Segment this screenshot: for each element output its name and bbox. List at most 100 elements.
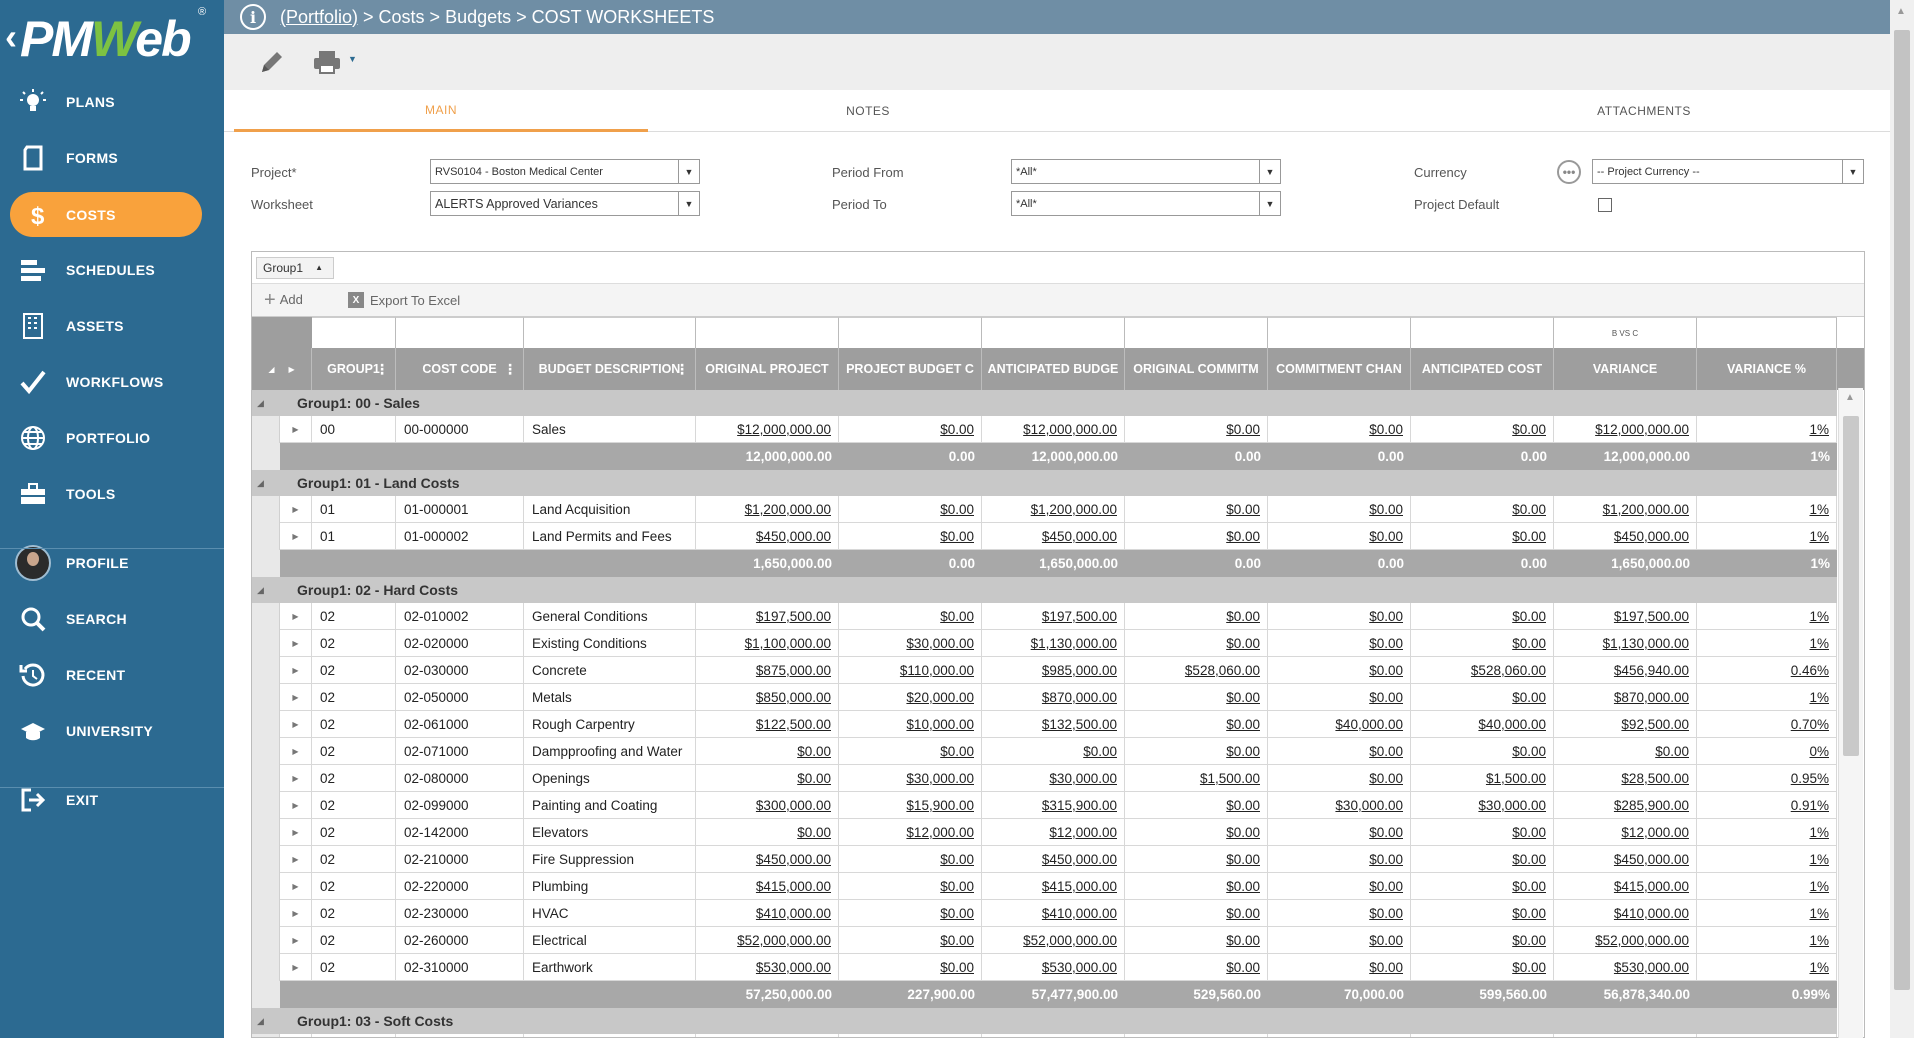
table-cell-link[interactable]: $1,100,000.00 (696, 630, 839, 657)
sidebar-item-costs[interactable]: $ COSTS (10, 192, 202, 237)
table-cell-link[interactable]: $450,000.00 (982, 523, 1125, 550)
row-selector[interactable] (252, 846, 280, 873)
sidebar-item-forms[interactable]: FORMS (0, 136, 224, 180)
table-cell-link[interactable]: $0.00 (696, 819, 839, 846)
table-row[interactable]: ▶ 02 02-050000 Metals $850,000.00 $20,000.00 $… (252, 684, 1837, 711)
table-cell-link[interactable]: $450,000.00 (1554, 846, 1697, 873)
table-cell-link[interactable]: $0.00 (1268, 954, 1411, 981)
table-cell-link[interactable]: 1% (1697, 684, 1837, 711)
table-row[interactable]: ▶0303-003000Design Architect$535,000.00$… (252, 1034, 1837, 1037)
table-cell-link[interactable]: $0.00 (1268, 523, 1411, 550)
table-cell-link[interactable]: $425,000.00 (1125, 1034, 1268, 1037)
table-row[interactable]: ▶ 02 02-230000 HVAC $410,000.00 $0.00 $410,000… (252, 900, 1837, 927)
expand-row-icon[interactable]: ▶ (280, 711, 312, 738)
table-cell-link[interactable]: $0.00 (1411, 819, 1554, 846)
table-cell-link[interactable]: $0.00 (1411, 954, 1554, 981)
row-selector[interactable] (252, 738, 280, 765)
table-cell-link[interactable]: $0.00 (1125, 496, 1268, 523)
scroll-up-icon[interactable]: ▲ (1896, 6, 1906, 17)
expand-row-icon[interactable]: ▶ (280, 846, 312, 873)
collapse-group-icon[interactable]: ◢ (257, 584, 264, 595)
info-icon[interactable]: i (240, 4, 266, 30)
table-cell-link[interactable]: $0.00 (1125, 927, 1268, 954)
sidebar-item-assets[interactable]: ASSETS (0, 304, 224, 348)
expand-row-icon[interactable]: ▶ (280, 900, 312, 927)
table-cell-link[interactable]: $28,500.00 (1554, 765, 1697, 792)
export-excel-button[interactable]: X Export To Excel (348, 292, 460, 308)
table-cell-link[interactable]: $30,000.00 (839, 630, 982, 657)
period-from-select[interactable]: *All* ▼ (1011, 159, 1281, 184)
table-cell-link[interactable]: $0.00 (1125, 630, 1268, 657)
table-cell-link[interactable]: $132,500.00 (982, 711, 1125, 738)
chevron-down-icon[interactable]: ▼ (1842, 160, 1863, 183)
tab-notes[interactable]: NOTES (846, 104, 890, 118)
row-selector[interactable] (252, 416, 280, 443)
table-cell-link[interactable]: $40,000.00 (1411, 711, 1554, 738)
table-cell-link[interactable]: $12,000,000.00 (696, 416, 839, 443)
collapse-group-icon[interactable]: ◢ (257, 397, 264, 408)
table-cell-link[interactable]: $0.00 (1268, 416, 1411, 443)
table-cell-link[interactable]: $10,000.00 (839, 711, 982, 738)
table-cell-link[interactable]: $0.00 (1268, 927, 1411, 954)
table-cell-link[interactable]: $0.00 (1125, 873, 1268, 900)
table-cell-link[interactable]: 1% (1697, 873, 1837, 900)
table-cell-link[interactable]: 0.95% (1697, 765, 1837, 792)
row-selector[interactable] (252, 1034, 280, 1037)
table-cell-link[interactable]: $0.00 (839, 846, 982, 873)
sidebar-item-search[interactable]: SEARCH (0, 597, 224, 641)
table-cell-link[interactable]: 0.91% (1697, 792, 1837, 819)
table-cell-link[interactable]: $30,000.00 (839, 765, 982, 792)
table-cell-link[interactable]: $450,000.00 (696, 846, 839, 873)
page-vertical-scrollbar[interactable]: ▲ (1890, 0, 1914, 1038)
table-cell-link[interactable]: $1,200,000.00 (1554, 496, 1697, 523)
table-cell-link[interactable]: $0.00 (1411, 523, 1554, 550)
row-selector[interactable] (252, 873, 280, 900)
table-cell-link[interactable]: $1,500.00 (1411, 765, 1554, 792)
table-cell-link[interactable]: $530,000.00 (696, 954, 839, 981)
expand-all-icon[interactable]: ▶ (288, 364, 295, 374)
table-cell-link[interactable]: $12,000,000.00 (982, 416, 1125, 443)
table-cell-link[interactable]: $0.00 (1411, 900, 1554, 927)
grid-vertical-scrollbar[interactable]: ▲ (1838, 388, 1863, 1038)
table-cell-link[interactable]: $0.00 (1411, 846, 1554, 873)
sidebar-item-profile[interactable]: PROFILE (0, 541, 224, 585)
table-cell-link[interactable]: $410,000.00 (696, 900, 839, 927)
table-cell-link[interactable]: $0.00 (1411, 738, 1554, 765)
group-header-row[interactable]: ◢ Group1: 00 - Sales (252, 390, 1837, 416)
column-header[interactable]: GROUP1 ⋮ (312, 348, 396, 390)
table-row[interactable]: ▶ 02 02-260000 Electrical $52,000,000.00 $0.0… (252, 927, 1837, 954)
table-cell-link[interactable]: $0.00 (1268, 630, 1411, 657)
table-cell-link[interactable]: $415,000.00 (982, 873, 1125, 900)
table-cell-link[interactable]: $0.00 (839, 954, 982, 981)
table-row[interactable]: ▶ 02 02-142000 Elevators $0.00 $12,000.00 $12,… (252, 819, 1837, 846)
table-cell-link[interactable]: $0.00 (1125, 792, 1268, 819)
table-cell-link[interactable]: $410,000.00 (1554, 900, 1697, 927)
table-cell-link[interactable]: $197,500.00 (1554, 603, 1697, 630)
table-cell-link[interactable]: $0.00 (1125, 711, 1268, 738)
pmweb-logo[interactable]: ‹ PMWeb ® (0, 0, 224, 86)
tab-attachments[interactable]: ATTACHMENTS (1597, 104, 1691, 118)
table-cell-link[interactable]: $0.00 (1411, 684, 1554, 711)
table-cell-link[interactable]: $550,000.00 (982, 1034, 1125, 1037)
column-menu-icon[interactable]: ⋮ (375, 361, 389, 377)
expand-row-icon[interactable]: ▶ (280, 765, 312, 792)
column-header[interactable]: ANTICIPATED BUDGE (982, 348, 1125, 390)
table-cell-link[interactable]: 0% (1697, 738, 1837, 765)
column-header[interactable]: ORIGINAL PROJECT (696, 348, 839, 390)
table-cell-link[interactable]: 1% (1697, 416, 1837, 443)
row-selector[interactable] (252, 792, 280, 819)
chevron-down-icon[interactable]: ▼ (1259, 192, 1280, 215)
table-cell-link[interactable]: $0.00 (1268, 684, 1411, 711)
table-cell-link[interactable]: $315,900.00 (982, 792, 1125, 819)
table-cell-link[interactable]: $870,000.00 (982, 684, 1125, 711)
table-cell-link[interactable]: $122,500.00 (696, 711, 839, 738)
table-cell-link[interactable]: $0.00 (1268, 819, 1411, 846)
table-cell-link[interactable]: $528,060.00 (1125, 657, 1268, 684)
table-cell-link[interactable]: $850,000.00 (696, 684, 839, 711)
table-cell-link[interactable]: $197,500.00 (982, 603, 1125, 630)
table-cell-link[interactable]: $0.00 (1125, 416, 1268, 443)
table-cell-link[interactable]: $530,000.00 (982, 954, 1125, 981)
row-selector[interactable] (252, 954, 280, 981)
table-row[interactable]: ▶ 02 02-210000 Fire Suppression $450,000.00 $… (252, 846, 1837, 873)
table-cell-link[interactable]: $0.00 (1268, 657, 1411, 684)
